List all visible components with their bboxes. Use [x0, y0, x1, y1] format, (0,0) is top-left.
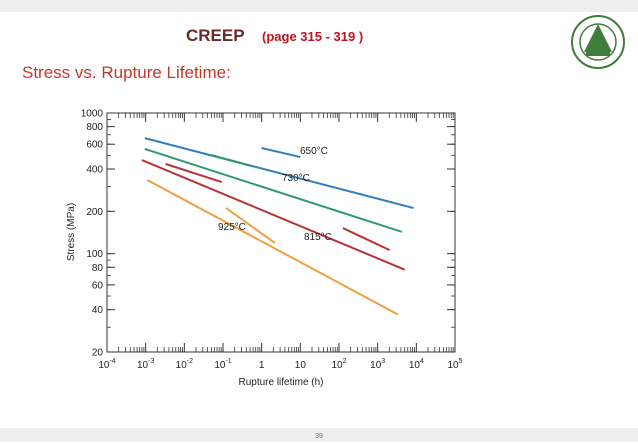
y-tick-label: 20	[92, 348, 104, 359]
y-tick-label: 100	[86, 249, 103, 260]
y-tick-label: 400	[86, 164, 103, 175]
x-tick-label: 105	[447, 358, 462, 371]
series-line	[141, 159, 406, 271]
y-tick-label: 800	[86, 122, 103, 133]
y-tick-label: 60	[92, 280, 104, 291]
series-line	[144, 137, 414, 210]
x-tick-label: 104	[409, 358, 424, 371]
x-tick-label: 10-3	[137, 358, 154, 371]
x-tick-label: 10-1	[214, 358, 231, 371]
x-tick-label: 10-4	[98, 358, 115, 371]
slide-title: CREEP	[186, 26, 245, 45]
y-tick-label: 200	[86, 207, 103, 218]
x-tick-label: 102	[331, 358, 346, 371]
series-label: 925°C	[218, 222, 246, 233]
y-tick-label: 40	[92, 305, 104, 316]
slide-title-note: (page 315 - 319 )	[262, 29, 363, 44]
x-tick-label: 1	[259, 360, 265, 371]
x-axis-label: Rupture lifetime (h)	[238, 377, 323, 388]
x-tick-label: 103	[370, 358, 385, 371]
y-tick-label: 80	[92, 263, 104, 274]
slide-subtitle: Stress vs. Rupture Lifetime:	[22, 63, 231, 82]
plot-frame	[106, 112, 456, 353]
logo	[571, 15, 625, 69]
series-line	[146, 179, 399, 316]
bottom-band	[0, 428, 638, 442]
series-line	[144, 148, 403, 233]
y-tick-label: 1000	[81, 109, 104, 120]
series-label: 730°C	[282, 173, 310, 184]
x-tick-label: 10	[295, 360, 307, 371]
top-band	[0, 0, 638, 12]
page-number: 39	[315, 433, 323, 440]
y-axis-label: Stress (MPa)	[66, 203, 77, 261]
y-tick-label: 600	[86, 140, 103, 151]
x-tick-label: 10-2	[176, 358, 193, 371]
series-label: 815°C	[304, 232, 332, 243]
series-label: 650°C	[300, 146, 328, 157]
